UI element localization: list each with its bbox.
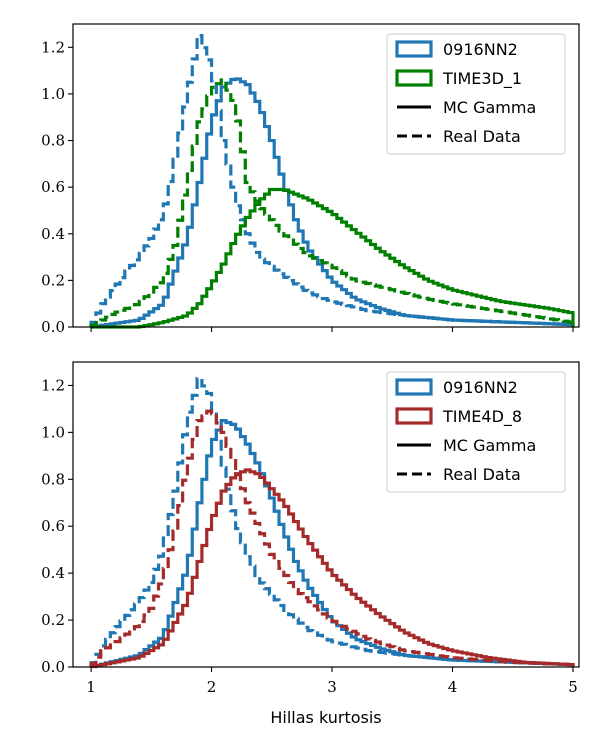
x-axis-label: Hillas kurtosis bbox=[270, 708, 381, 727]
bottom-panel: 0.0 0.2 0.4 0.6 0.8 1.0 1.2 1 2 3 4 5 0916NN2 TIME4D_… bbox=[41, 361, 580, 696]
series-time4d-8-real-data bbox=[89, 409, 575, 667]
y-tick-label: 0.6 bbox=[41, 517, 65, 535]
y-tick-label: 0.6 bbox=[41, 178, 65, 196]
x-tick-label: 3 bbox=[327, 678, 337, 696]
y-tick-label: 0.8 bbox=[41, 132, 65, 150]
legend-frame bbox=[386, 371, 566, 493]
axes-frame bbox=[72, 23, 580, 328]
legend-swatch bbox=[395, 40, 433, 58]
y-tick-label: 1.2 bbox=[41, 38, 65, 56]
legend-label: Real Data bbox=[443, 465, 521, 484]
legend-swatch bbox=[395, 378, 433, 396]
legend-label: Real Data bbox=[443, 127, 521, 146]
y-tick-label: 1.0 bbox=[41, 85, 65, 103]
series-time3d-1-mc-gamma bbox=[91, 187, 575, 329]
x-tick-label: 4 bbox=[448, 678, 458, 696]
legend: 0916NN2 TIME4D_8 MC Gamma Real Data bbox=[386, 371, 566, 493]
y-tick-label: 0.0 bbox=[41, 318, 65, 336]
series-group bbox=[89, 376, 575, 669]
legend: 0916NN2 TIME3D_1 MC Gamma Real Data bbox=[386, 33, 566, 155]
y-tick-label: 0.8 bbox=[41, 470, 65, 488]
legend-label: MC Gamma bbox=[443, 436, 536, 455]
y-tick-label: 0.2 bbox=[41, 271, 65, 289]
top-panel: 0.0 0.2 0.4 0.6 0.8 1.0 1.2 0916NN2 TIME3D_1 MC G… bbox=[41, 23, 580, 336]
legend-label: 0916NN2 bbox=[443, 378, 518, 397]
series-time4d-8-mc-gamma bbox=[89, 468, 575, 669]
y-tick-label: 0.2 bbox=[41, 611, 65, 629]
series-time3d-1-real-data bbox=[89, 78, 575, 328]
x-tick-label: 5 bbox=[568, 678, 578, 696]
x-tick-label: 1 bbox=[86, 678, 96, 696]
legend-label: TIME3D_1 bbox=[442, 69, 522, 89]
legend-swatch bbox=[395, 69, 433, 87]
series-0916nn2-real-data bbox=[89, 34, 575, 327]
legend-label: MC Gamma bbox=[443, 98, 536, 117]
y-tick-label: 1.2 bbox=[41, 376, 65, 394]
y-tick-label: 1.0 bbox=[41, 423, 65, 441]
series-0916nn2-real-data bbox=[89, 376, 575, 667]
legend-label: TIME4D_8 bbox=[442, 407, 522, 427]
legend-frame bbox=[386, 33, 566, 155]
y-tick-label: 0.4 bbox=[41, 225, 65, 243]
axes-frame bbox=[72, 361, 580, 668]
y-tick-label: 0.0 bbox=[41, 658, 65, 676]
legend-swatch bbox=[395, 407, 433, 425]
series-group bbox=[89, 34, 575, 329]
legend-label: 0916NN2 bbox=[443, 40, 518, 59]
x-tick-label: 2 bbox=[207, 678, 217, 696]
y-tick-label: 0.4 bbox=[41, 564, 65, 582]
